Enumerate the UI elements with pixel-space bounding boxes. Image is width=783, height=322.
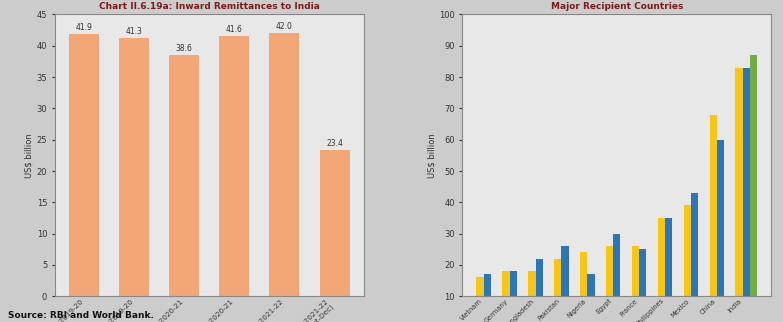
- Text: Source: RBI and World Bank.: Source: RBI and World Bank.: [8, 311, 153, 320]
- Text: 23.4: 23.4: [326, 139, 343, 148]
- Bar: [613, 234, 620, 322]
- Bar: [319, 150, 349, 296]
- Text: 42.0: 42.0: [276, 23, 293, 32]
- Bar: [69, 34, 99, 296]
- Text: 41.6: 41.6: [226, 25, 243, 34]
- Bar: [510, 271, 517, 322]
- Bar: [536, 259, 543, 322]
- Bar: [503, 271, 510, 322]
- Bar: [735, 68, 743, 322]
- Bar: [709, 115, 716, 322]
- Bar: [632, 246, 639, 322]
- Bar: [169, 54, 199, 296]
- Bar: [561, 246, 568, 322]
- Bar: [580, 252, 587, 322]
- Bar: [691, 193, 698, 322]
- Bar: [529, 271, 536, 322]
- Bar: [477, 278, 484, 322]
- Text: 38.6: 38.6: [175, 44, 193, 53]
- Text: 41.3: 41.3: [125, 27, 143, 36]
- Bar: [639, 249, 647, 322]
- Bar: [587, 274, 594, 322]
- Title: Chart II.6.19a: Inward Remittances to India: Chart II.6.19a: Inward Remittances to In…: [99, 2, 319, 11]
- Bar: [750, 55, 757, 322]
- Y-axis label: US$ billion: US$ billion: [428, 133, 436, 178]
- Bar: [606, 246, 613, 322]
- Bar: [658, 218, 665, 322]
- Bar: [119, 38, 149, 296]
- Bar: [269, 33, 299, 296]
- Bar: [716, 140, 724, 322]
- Text: 41.9: 41.9: [75, 23, 92, 32]
- Bar: [554, 259, 561, 322]
- Title: Chart II.6.19b: Inward Remittances across
Major Recipient Countries: Chart II.6.19b: Inward Remittances acros…: [510, 0, 724, 11]
- Bar: [665, 218, 673, 322]
- Bar: [743, 68, 750, 322]
- Bar: [484, 274, 491, 322]
- Bar: [684, 205, 691, 322]
- Bar: [219, 36, 249, 296]
- Y-axis label: US$ billion: US$ billion: [25, 133, 34, 178]
